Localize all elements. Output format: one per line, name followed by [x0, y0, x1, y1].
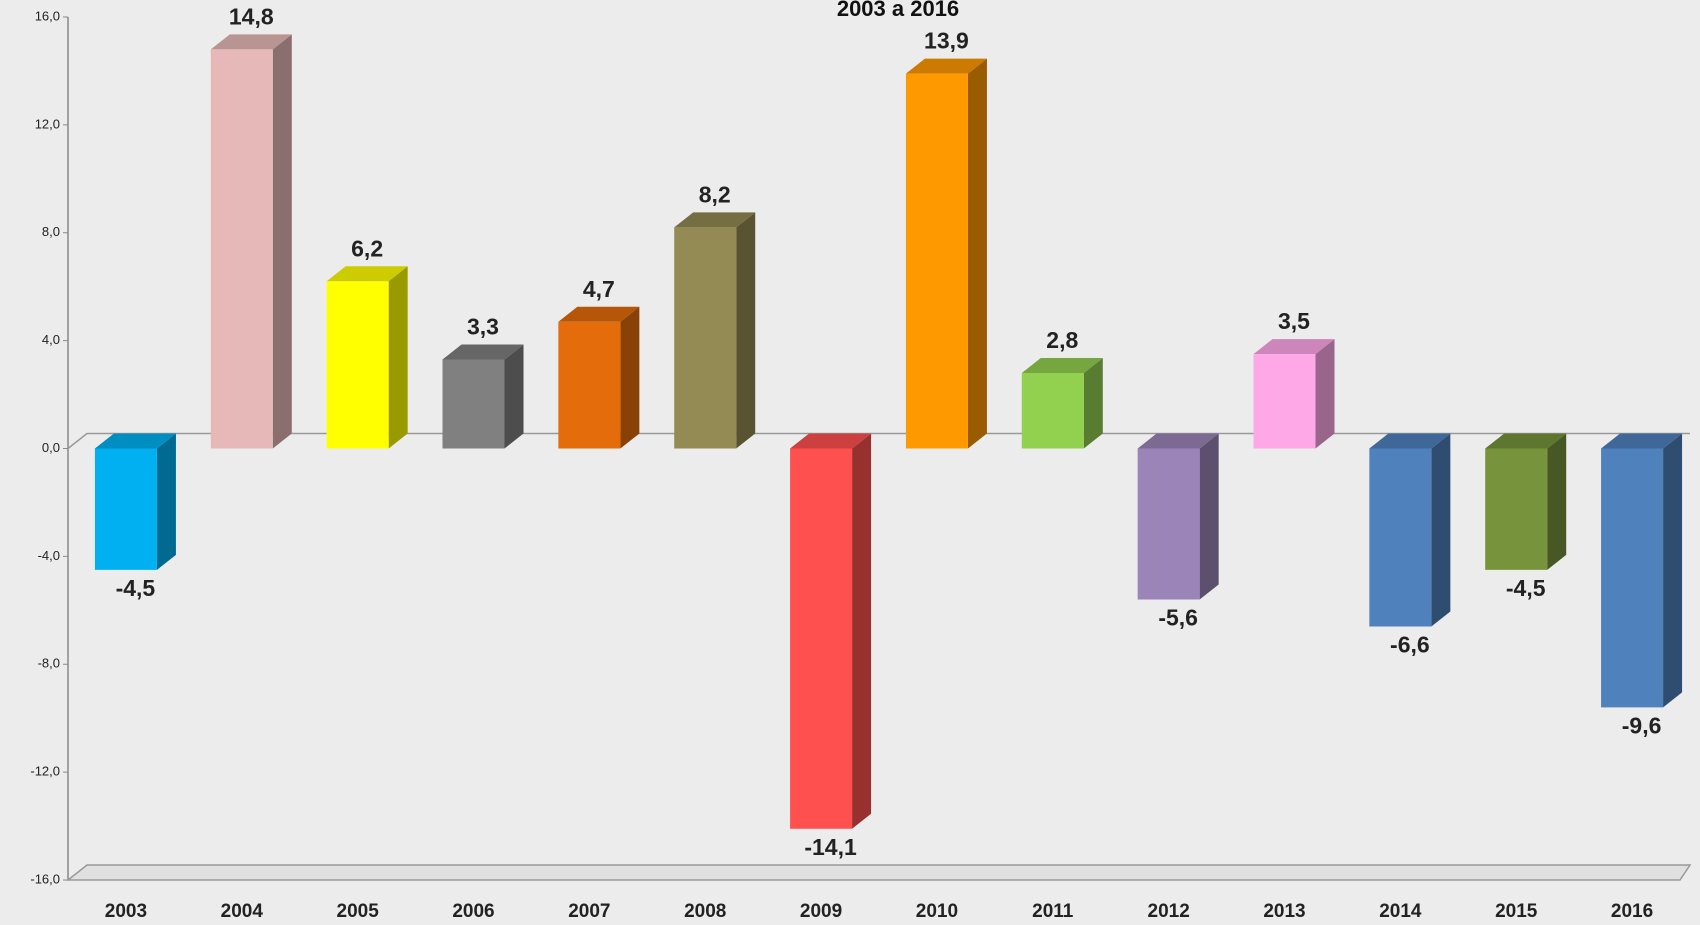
bar-side: [1431, 433, 1451, 627]
bar-side: [1663, 433, 1683, 708]
bar-top: [790, 433, 872, 449]
bar-top: [210, 34, 292, 50]
data-label: -6,6: [1390, 632, 1430, 658]
bar: [442, 359, 505, 449]
x-tick-label: 2005: [337, 901, 380, 922]
data-label: 13,9: [924, 28, 969, 54]
bar-side: [1547, 433, 1567, 570]
y-tick-label: -4,0: [38, 548, 60, 563]
bar-top: [558, 306, 640, 322]
y-tick-label: 16,0: [35, 8, 60, 23]
bar: [210, 49, 273, 449]
bar-side: [156, 433, 176, 570]
y-tick-label: -8,0: [38, 656, 60, 671]
x-tick-label: 2008: [684, 901, 726, 922]
data-label: 14,8: [229, 3, 274, 29]
data-label: -4,5: [1506, 575, 1546, 601]
bar-side: [620, 306, 640, 449]
bar-top: [1137, 433, 1219, 449]
bar-top: [442, 344, 524, 360]
bar-side: [1083, 357, 1103, 449]
bar-side: [852, 433, 872, 829]
data-label: 2,8: [1046, 327, 1078, 353]
y-tick-label: 8,0: [42, 224, 60, 239]
data-label: 8,2: [699, 181, 731, 207]
x-tick-label: 2003: [105, 901, 147, 922]
x-tick-label: 2010: [916, 901, 958, 922]
bar: [1253, 354, 1316, 449]
bar-side: [967, 58, 987, 449]
x-tick-label: 2004: [221, 901, 264, 922]
data-label: -5,6: [1158, 605, 1198, 631]
bar-top: [1369, 433, 1451, 449]
x-tick-label: 2011: [1032, 901, 1074, 922]
data-label: -4,5: [116, 575, 156, 601]
bar: [326, 281, 389, 449]
x-tick-label: 2006: [452, 901, 494, 922]
data-label: 4,7: [583, 276, 615, 302]
bar: [1485, 448, 1548, 570]
bar: [674, 227, 737, 449]
bar: [1601, 448, 1664, 708]
zero-plane: [67, 432, 1690, 450]
x-tick-label: 2016: [1611, 901, 1653, 922]
x-tick-label: 2014: [1379, 901, 1422, 922]
y-tick-label: -16,0: [30, 871, 60, 886]
chart-title: 2003 a 2016: [837, 0, 959, 21]
bar: [1021, 372, 1084, 449]
bar: [94, 448, 157, 570]
x-tick-label: 2009: [800, 901, 842, 922]
bar: [558, 321, 621, 449]
bar-top: [1601, 433, 1683, 449]
bar: [905, 73, 968, 449]
data-label: -9,6: [1622, 712, 1662, 738]
bar-top: [1485, 433, 1567, 449]
y-tick-label: 12,0: [35, 116, 60, 131]
bar-top: [326, 266, 408, 282]
x-tick-label: 2015: [1495, 901, 1538, 922]
y-tick-label: 0,0: [42, 440, 60, 455]
bar-side: [1199, 433, 1219, 600]
y-tick-label: 4,0: [42, 332, 60, 347]
x-tick-label: 2013: [1263, 901, 1305, 922]
data-label: 6,2: [351, 235, 383, 261]
bar-top: [1253, 339, 1335, 355]
x-tick-label: 2007: [568, 901, 610, 922]
data-label: 3,3: [467, 314, 499, 340]
bar-side: [1315, 339, 1335, 449]
data-label: 3,5: [1278, 308, 1310, 334]
bar: [790, 448, 853, 829]
data-label: -14,1: [804, 834, 857, 860]
bar-top: [1021, 357, 1103, 373]
bar: [1137, 448, 1200, 600]
bar-side: [272, 34, 292, 449]
bar-top: [674, 212, 756, 228]
bar-top: [905, 58, 987, 74]
bar-top: [94, 433, 176, 449]
floor: [65, 864, 1692, 881]
bar-side: [504, 344, 524, 449]
bar-side: [736, 212, 756, 449]
bar-side: [388, 266, 408, 449]
x-tick-label: 2012: [1148, 901, 1190, 922]
y-tick-label: -12,0: [30, 764, 60, 779]
bar: [1369, 448, 1432, 627]
